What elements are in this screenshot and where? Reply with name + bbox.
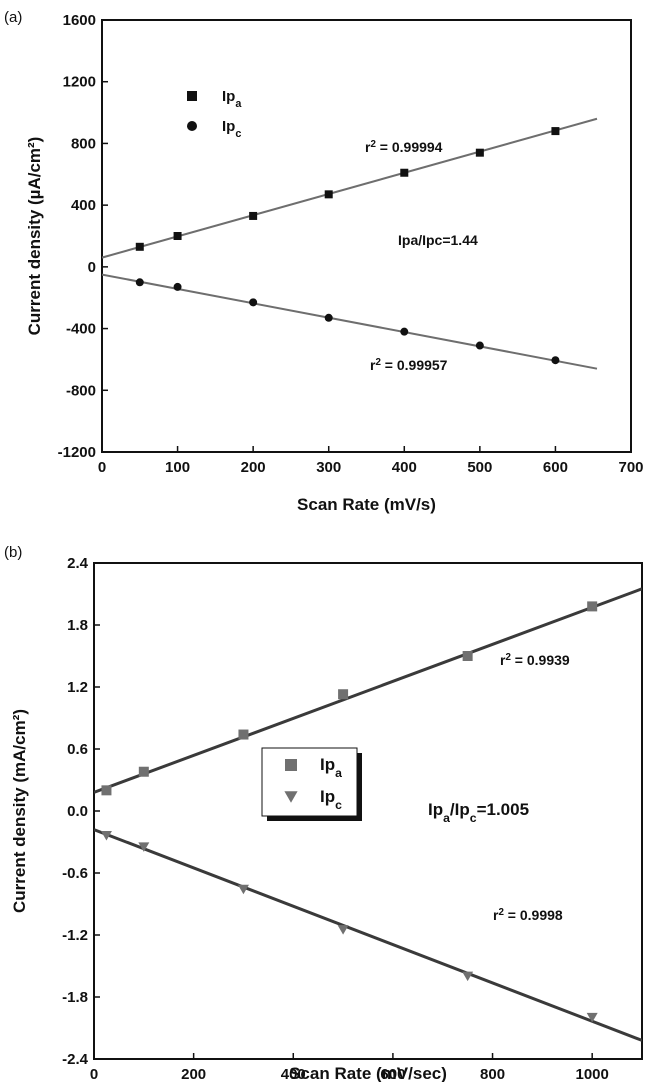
series-ip-a (102, 117, 598, 259)
legend-box (261, 747, 358, 817)
x-tick-label: 800 (480, 1066, 505, 1082)
data-point (100, 831, 112, 841)
x-tick-label: 300 (316, 459, 341, 476)
data-point (135, 242, 144, 251)
y-tick-label: -1.2 (62, 927, 88, 944)
data-point (475, 341, 484, 350)
y-tick-label: 0.0 (67, 803, 88, 820)
data-point (138, 842, 150, 852)
data-point (173, 232, 182, 240)
y-tick-label: 1600 (63, 12, 96, 29)
r2-label: r2 = 0.99957 (370, 357, 448, 374)
ratio-annotation: Ipa/Ipc=1.44 (398, 232, 478, 248)
data-point (138, 766, 149, 777)
x-axis-title: Scan Rate (mV/sec) (289, 1064, 447, 1082)
chart-panel-b: (b) 0 200 400 600 800 1000 -2.4 -1.8 -1.2 -0.6 0.0 0… (4, 544, 643, 1082)
x-tick-label: 500 (467, 459, 492, 476)
data-point (249, 211, 258, 220)
data-point (475, 148, 484, 157)
y-tick-label: 1.2 (67, 679, 88, 696)
x-tick-label: 0 (90, 1066, 98, 1082)
ratio-annotation: Ipa/Ipc=1.005 (428, 800, 529, 825)
legend-marker (284, 791, 298, 803)
plot-frame (101, 19, 632, 453)
data-point (462, 971, 474, 982)
data-point (587, 601, 598, 612)
fit-line (94, 587, 642, 794)
x-tick-label: 200 (241, 459, 266, 476)
x-tick-label: 200 (181, 1066, 206, 1082)
panel-label: (b) (4, 544, 22, 561)
y-tick-label: -400 (66, 321, 96, 338)
r2-label: r2 = 0.9939 (500, 652, 570, 669)
r2-label: r2 = 0.9998 (493, 907, 563, 924)
legend: Ipa Ipc (261, 747, 362, 821)
data-point (238, 729, 249, 740)
x-tick-label: 400 (392, 459, 417, 476)
x-tick-label: 700 (618, 459, 643, 476)
x-axis-title: Scan Rate (mV/s) (297, 495, 436, 514)
y-axis-title: Current density (mA/cm²) (10, 709, 29, 913)
fit-line (102, 117, 598, 259)
y-tick-label: 0.6 (67, 741, 88, 758)
data-point (551, 356, 560, 365)
legend-label: Ipc (320, 787, 342, 812)
legend-label: Ipa (320, 755, 342, 780)
data-point (400, 168, 409, 177)
y-tick-label: 800 (71, 135, 96, 152)
y-tick-label: -800 (66, 382, 96, 399)
x-tick-label: 0 (98, 459, 106, 476)
series-ip-c (102, 273, 598, 370)
data-point (173, 282, 182, 291)
data-point (135, 278, 144, 287)
series-ip-a (94, 587, 642, 796)
x-tick-label: 100 (165, 459, 190, 476)
data-point (324, 313, 333, 322)
panel-label: (a) (4, 9, 22, 26)
y-tick-label: -2.4 (62, 1051, 89, 1068)
data-point (101, 785, 112, 796)
y-axis-title: Current density (µA/cm²) (25, 137, 44, 336)
r2-label: r2 = 0.99994 (365, 139, 443, 156)
x-tick-label: 600 (543, 459, 568, 476)
fit-line (94, 828, 642, 1042)
x-tick-label: 400 (281, 1066, 306, 1082)
y-tick-label: 1.8 (67, 617, 88, 634)
legend: Ipa Ipc (187, 88, 242, 140)
y-tick-label: -0.6 (62, 865, 88, 882)
data-point (324, 190, 333, 199)
x-tick-label: 600 (380, 1066, 405, 1082)
y-tick-label: -1200 (58, 444, 96, 461)
data-point (400, 327, 409, 336)
y-tick-label: -1.8 (62, 989, 88, 1006)
data-point (551, 127, 560, 136)
data-point (249, 298, 258, 307)
y-tick-label: 400 (71, 197, 96, 214)
plot-frame (93, 562, 643, 1060)
y-tick-label: 2.4 (67, 555, 89, 572)
x-tick-label: 1000 (575, 1066, 608, 1082)
data-point (337, 925, 349, 935)
legend-marker (187, 91, 197, 101)
data-point (462, 651, 473, 661)
y-tick-label: 1200 (63, 74, 96, 91)
data-point (338, 689, 349, 700)
legend-label: Ipa (222, 88, 242, 110)
data-point (586, 1012, 598, 1023)
chart-panel-a: (a) 0 100 200 300 400 500 600 700 -1200 -800 -400 0 4… (4, 9, 644, 514)
legend-label: Ipc (222, 118, 241, 140)
legend-marker (187, 121, 197, 131)
y-tick-label: 0 (88, 259, 96, 276)
legend-marker (285, 759, 297, 771)
series-ip-c (94, 828, 642, 1042)
data-point (237, 884, 249, 895)
fit-line (102, 273, 598, 370)
